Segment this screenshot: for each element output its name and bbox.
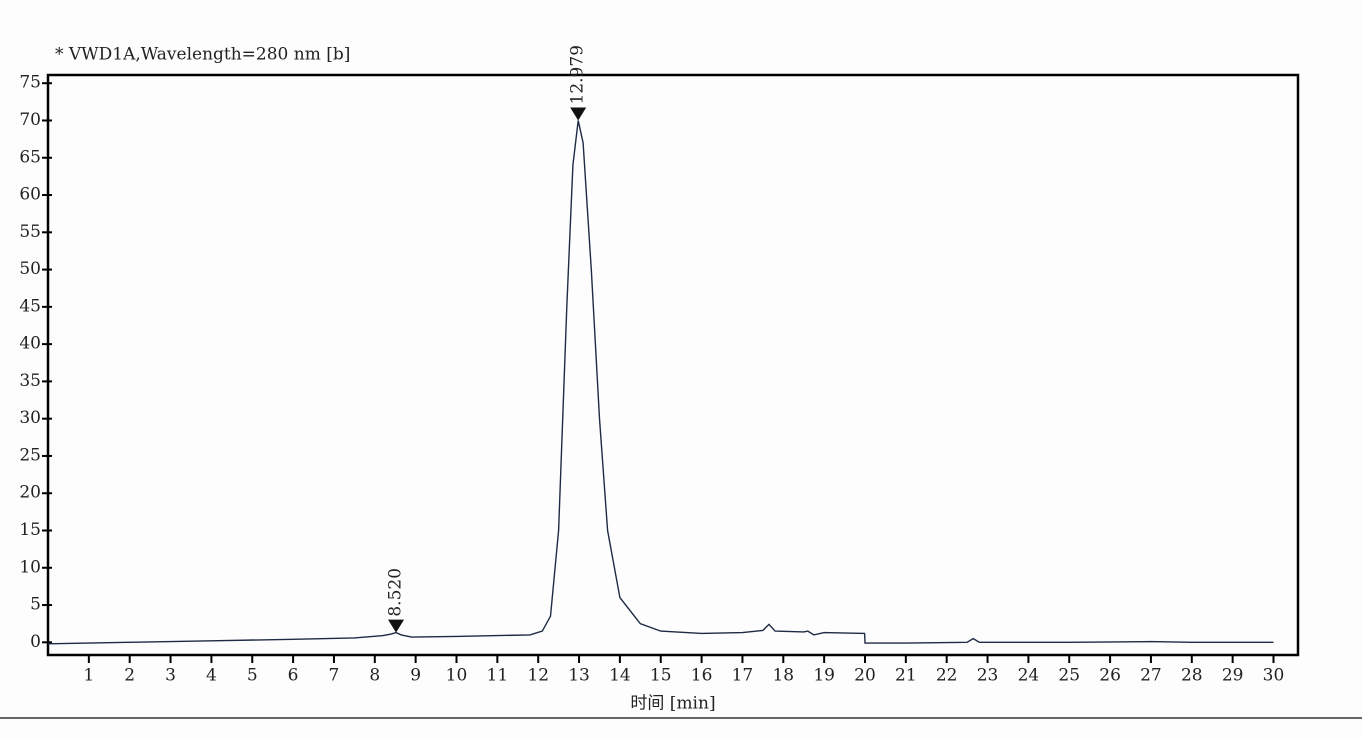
y-tick-label: 75 [19, 73, 41, 93]
x-tick-label: 19 [813, 666, 835, 686]
y-tick-label: 5 [30, 595, 41, 615]
x-tick-label: 7 [329, 666, 340, 686]
y-tick-label: 45 [19, 296, 41, 316]
y-tick-label: 55 [19, 222, 41, 242]
x-tick-label: 8 [369, 666, 380, 686]
y-tick-label: 0 [30, 632, 41, 652]
x-tick-label: 14 [609, 666, 631, 686]
y-tick-label: 50 [19, 259, 41, 279]
x-tick-label: 4 [206, 666, 217, 686]
y-tick-label: 10 [19, 557, 41, 577]
x-tick-label: 20 [854, 666, 876, 686]
x-tick-label: 26 [1099, 666, 1121, 686]
x-tick-label: 24 [1018, 666, 1040, 686]
y-tick-label: 35 [19, 371, 41, 391]
plot-frame [46, 73, 1300, 657]
y-tick-label: 20 [19, 483, 41, 503]
x-tick-label: 23 [977, 666, 999, 686]
peak-label: 12.979 [568, 45, 588, 104]
peak-label: 8.520 [386, 568, 406, 617]
x-tick-label: 17 [732, 666, 754, 686]
x-tick-label: 3 [165, 666, 176, 686]
x-tick-label: 1 [83, 666, 94, 686]
x-tick-label: 21 [895, 666, 917, 686]
trace [47, 120, 1274, 645]
x-tick-label: 2 [124, 666, 135, 686]
y-tick-label: 60 [19, 185, 41, 205]
y-tick-label: 15 [19, 520, 41, 540]
x-tick-label: 9 [410, 666, 421, 686]
y-tick-label: 25 [19, 445, 41, 465]
x-tick-label: 27 [1140, 666, 1162, 686]
x-tick-label: 13 [568, 666, 590, 686]
x-tick-label: 15 [650, 666, 672, 686]
peak-marker [570, 107, 587, 121]
x-tick-label: 5 [247, 666, 258, 686]
x-tick-label: 25 [1058, 666, 1080, 686]
x-axis-label: 时间 [min] [630, 694, 715, 714]
x-tick-label: 29 [1222, 666, 1244, 686]
y-tick-label: 70 [19, 110, 41, 130]
y-tick-label: 30 [19, 408, 41, 428]
x-tick-label: 12 [527, 666, 549, 686]
chart-title: * VWD1A,Wavelength=280 nm [b] [55, 45, 350, 65]
x-tick-label: 18 [772, 666, 794, 686]
x-tick-label: 22 [936, 666, 958, 686]
x-tick-label: 10 [446, 666, 468, 686]
x-tick-label: 11 [487, 666, 509, 686]
x-tick-label: 28 [1181, 666, 1203, 686]
x-tick-label: 30 [1263, 666, 1285, 686]
peak-marker [388, 619, 405, 633]
y-tick-label: 65 [19, 147, 41, 167]
x-tick-label: 16 [691, 666, 713, 686]
x-tick-label: 6 [288, 666, 299, 686]
y-tick-label: 40 [19, 334, 41, 354]
